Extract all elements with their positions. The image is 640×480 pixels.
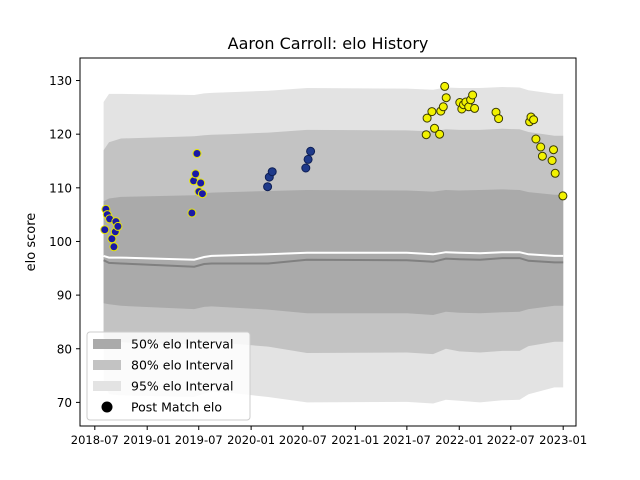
legend: 50% elo Interval 80% elo Interval 95% elo … (86, 331, 251, 421)
post-match-point (191, 169, 201, 179)
legend-label: Post Match elo (131, 400, 222, 415)
x-tick-label: 2020-07 (279, 433, 327, 447)
legend-marker (101, 401, 113, 413)
y-axis-label: elo score (24, 213, 39, 272)
post-match-points (100, 81, 568, 252)
post-match-point (306, 146, 316, 156)
chart-title: Aaron Carroll: elo History (228, 34, 429, 53)
interval-bands (103, 87, 564, 404)
x-tick-label: 2022-01 (435, 433, 483, 447)
legend-label: 50% elo Interval (131, 337, 233, 352)
post-match-point (470, 103, 480, 113)
legend-label: 95% elo Interval (131, 379, 233, 394)
post-match-point (187, 208, 197, 218)
post-match-point (468, 90, 478, 100)
y-tick-label: 80 (57, 342, 72, 356)
center-lines (103, 251, 564, 268)
x-axis: 2018-07 2019-01 2019-07 2020-01 2020-07 2021-… (71, 426, 587, 447)
x-tick-label: 2018-07 (71, 433, 119, 447)
post-match-point (547, 156, 557, 165)
x-tick-label: 2020-01 (227, 433, 275, 447)
y-tick-label: 120 (49, 128, 72, 142)
legend-swatch (93, 381, 121, 391)
y-tick-label: 110 (49, 181, 72, 195)
y-axis: 70 80 90 100 110 120 130 (49, 74, 80, 410)
post-match-point (430, 123, 439, 133)
post-match-point (550, 168, 560, 178)
post-match-point (537, 151, 547, 161)
post-match-point (438, 102, 448, 112)
x-tick-label: 2019-01 (123, 433, 171, 447)
post-match-point (441, 93, 451, 103)
x-tick-label: 2023-01 (539, 433, 587, 447)
post-match-point (263, 182, 273, 192)
post-match-point (196, 178, 206, 188)
post-match-point (100, 225, 110, 235)
legend-swatch (93, 360, 121, 370)
post-match-point (303, 154, 313, 164)
legend-label: 80% elo Interval (131, 358, 233, 373)
post-match-point (536, 142, 546, 152)
x-tick-label: 2021-01 (331, 433, 379, 447)
legend-box (86, 331, 251, 421)
post-match-point (421, 130, 431, 140)
plot-frame (79, 57, 577, 427)
y-tick-label: 100 (49, 235, 72, 249)
post-match-point (435, 129, 445, 139)
post-match-point (192, 149, 202, 158)
post-match-point (109, 242, 119, 252)
mean-line (103, 251, 564, 261)
post-match-point (267, 167, 277, 177)
post-match-point (422, 113, 432, 123)
x-tick-label: 2019-07 (175, 433, 223, 447)
y-tick-label: 70 (57, 396, 72, 410)
post-match-point (531, 134, 541, 144)
post-match-point (494, 114, 504, 124)
legend-swatch (93, 339, 121, 349)
y-tick-label: 130 (49, 74, 72, 88)
median-line (103, 257, 564, 268)
y-tick-label: 90 (57, 289, 72, 303)
post-match-point (529, 115, 539, 125)
x-tick-label: 2021-07 (383, 433, 431, 447)
post-match-point (301, 163, 311, 173)
x-tick-label: 2022-07 (487, 433, 535, 447)
post-match-point (197, 189, 207, 199)
post-match-point (440, 81, 450, 91)
post-match-point (113, 221, 123, 231)
post-match-point (558, 191, 568, 201)
post-match-point (427, 107, 437, 117)
post-match-point (549, 145, 558, 155)
